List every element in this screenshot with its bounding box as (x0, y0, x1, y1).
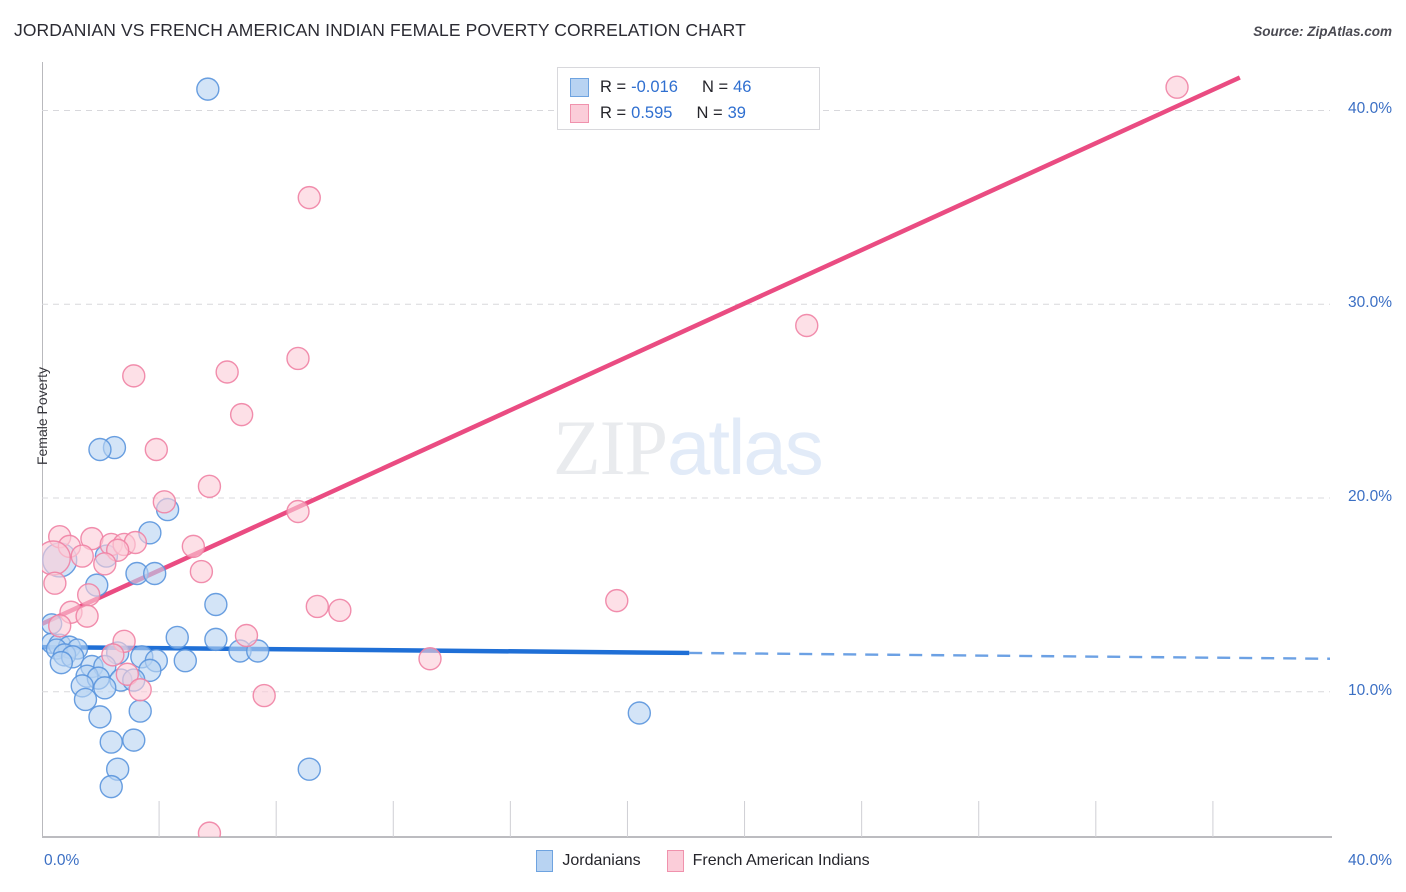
scatter-plot-area (42, 62, 1330, 837)
trendline-jordanians (42, 644, 690, 656)
legend-marker-french-american-indians-icon (666, 850, 684, 872)
source-attribution: Source: ZipAtlas.com (1253, 24, 1392, 39)
n-value-pink: 39 (727, 103, 746, 122)
y-axis-line (42, 62, 43, 837)
legend-swatch-pink-icon (570, 103, 589, 123)
legend-marker-jordanians-icon (536, 850, 554, 872)
r-label-pink: R = (600, 103, 627, 122)
legend-item-french-american-indians[interactable]: French American Indians (666, 850, 870, 872)
r-value-blue: -0.016 (631, 77, 678, 96)
trendline-projection-jordanians (689, 651, 1330, 660)
data-point-jordanians (165, 625, 189, 650)
legend-label-french-american-indians: French American Indians (692, 852, 870, 869)
page-title: JORDANIAN VS FRENCH AMERICAN INDIAN FEMA… (14, 20, 746, 40)
data-point-jordanians (128, 699, 152, 723)
data-point-french-american-indians (286, 346, 310, 371)
data-point-jordanians (99, 774, 123, 799)
data-point-jordanians (204, 627, 228, 652)
data-point-jordanians (627, 701, 652, 725)
data-point-french-american-indians (75, 604, 99, 628)
legend-label-jordanians: Jordanians (562, 852, 641, 869)
data-point-french-american-indians (93, 552, 117, 576)
n-value-blue: 46 (733, 77, 752, 96)
data-point-french-american-indians (605, 588, 629, 613)
data-point-french-american-indians (122, 364, 146, 388)
data-point-french-american-indians (70, 544, 94, 568)
x-axis-tick-max: 40.0% (1348, 852, 1392, 869)
data-point-jordanians (99, 730, 123, 754)
n-label-blue: N = (701, 77, 729, 96)
data-point-french-american-indians (305, 594, 330, 619)
n-label-pink: N = (696, 103, 723, 122)
data-point-jordanians (122, 728, 146, 752)
data-point-french-american-indians (197, 474, 222, 499)
data-point-french-american-indians (297, 185, 321, 210)
data-point-jordanians (204, 592, 228, 617)
data-point-jordanians (173, 648, 197, 673)
data-point-jordanians (88, 437, 112, 462)
data-point-jordanians (196, 77, 220, 101)
correlation-row-french-american-indians: R = 0.595 N = 39 (570, 100, 809, 126)
data-point-french-american-indians (215, 360, 239, 384)
data-point-french-american-indians (286, 499, 310, 524)
data-point-french-american-indians (181, 534, 206, 559)
data-point-french-american-indians (43, 571, 67, 595)
data-point-jordanians (73, 687, 98, 712)
r-label-blue: R = (600, 77, 627, 96)
correlation-row-jordanians: R = -0.016 N = 46 (570, 74, 809, 100)
data-point-french-american-indians (48, 614, 72, 638)
legend-swatch-blue-icon (570, 77, 589, 97)
data-point-french-american-indians (115, 662, 140, 686)
data-point-jordanians (49, 650, 74, 675)
y-axis-tick-10: 10.0% (1348, 681, 1392, 699)
y-axis-tick-30: 30.0% (1348, 294, 1392, 312)
series-legend: Jordanians French American Indians (0, 850, 1406, 872)
y-axis-tick-20: 20.0% (1348, 487, 1392, 505)
data-point-jordanians (88, 705, 112, 729)
legend-item-jordanians[interactable]: Jordanians (536, 850, 641, 872)
data-point-french-american-indians (128, 678, 152, 702)
data-point-french-american-indians (144, 437, 169, 462)
plot-svg (42, 75, 1330, 837)
data-point-french-american-indians (101, 643, 125, 667)
r-value-pink: 0.595 (631, 103, 673, 122)
x-axis-line (42, 836, 1332, 838)
data-point-french-american-indians (152, 490, 177, 514)
data-point-french-american-indians (76, 583, 101, 607)
data-point-french-american-indians (189, 559, 214, 584)
data-point-french-american-indians (328, 598, 352, 623)
data-point-jordanians (142, 561, 167, 586)
correlation-legend: R = -0.016 N = 46 R = 0.595 N = 39 (557, 67, 820, 130)
trendline-french-american-indians (42, 75, 1241, 626)
data-point-french-american-indians (418, 647, 442, 671)
data-point-jordanians (93, 676, 117, 700)
data-point-french-american-indians (795, 313, 819, 338)
x-axis-tick-min: 0.0% (44, 852, 80, 869)
data-point-french-american-indians (234, 623, 259, 648)
y-axis-tick-40: 40.0% (1348, 100, 1392, 118)
data-point-french-american-indians (1165, 75, 1189, 99)
data-point-french-american-indians (42, 540, 71, 576)
data-point-french-american-indians (252, 683, 276, 708)
data-point-jordanians (297, 757, 321, 781)
data-point-french-american-indians (197, 821, 222, 837)
data-point-french-american-indians (229, 402, 254, 427)
